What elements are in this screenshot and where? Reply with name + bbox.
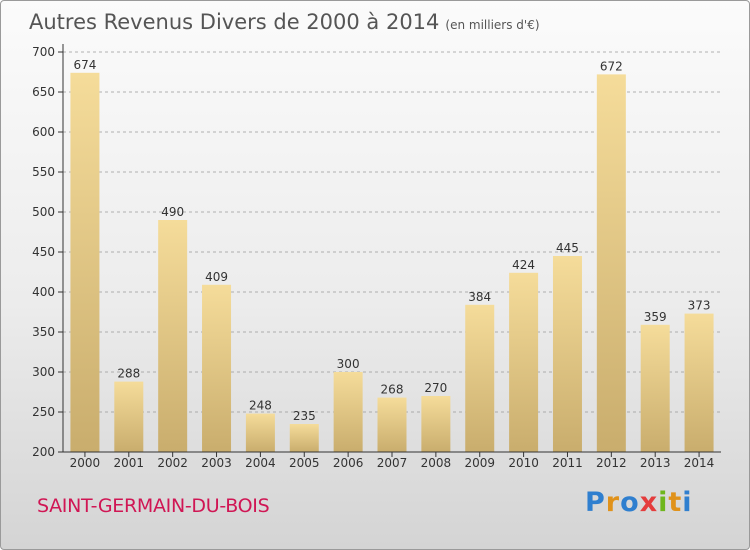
x-tick-label-2011: 2011 [552,456,583,470]
data-label-2004: 248 [249,399,272,413]
data-label-2000: 674 [73,58,96,72]
bar-2008 [421,396,451,452]
proxiti-logo: Proxiti [585,487,693,518]
data-label-2003: 409 [205,270,228,284]
data-label-2001: 288 [117,367,140,381]
data-label-2005: 235 [293,409,316,423]
x-tick-label-2001: 2001 [114,456,145,470]
bar-2001 [114,381,144,452]
x-tick-label-2003: 2003 [201,456,232,470]
data-label-2007: 268 [381,383,404,397]
y-tick-label: 350 [32,325,55,339]
bar-2011 [552,256,582,452]
bar-2003 [202,284,232,452]
commune-name: SAINT-GERMAIN-DU-BOIS [37,495,270,517]
y-tick-label: 650 [32,85,55,99]
data-label-2010: 424 [512,258,535,272]
bar-2010 [509,272,539,452]
y-tick-label: 200 [32,445,55,459]
data-label-2011: 445 [556,241,579,255]
bar-2005 [289,424,319,452]
bar-2012 [596,74,626,453]
x-tick-label-2004: 2004 [245,456,276,470]
bar-2013 [640,324,670,452]
bar-layer [70,72,714,453]
x-tick-label-2009: 2009 [464,456,495,470]
title-unit: (en milliers d'€) [445,18,540,32]
bar-2014 [684,313,714,452]
x-tick-label-2005: 2005 [289,456,320,470]
data-label-2014: 373 [688,299,711,313]
data-label-2012: 672 [600,59,623,73]
x-tick-label-2008: 2008 [421,456,452,470]
bar-2009 [465,304,495,452]
y-tick-label: 600 [32,125,55,139]
bar-2000 [70,72,100,453]
y-tick-label: 450 [32,245,55,259]
bar-2006 [333,372,363,452]
x-tick-label-2012: 2012 [596,456,627,470]
axis-layer: 200 250 300 350 400 450 500 550 600 650 700 2000 200… [32,44,721,470]
x-tick-label-2002: 2002 [157,456,188,470]
y-tick-label: 300 [32,365,55,379]
y-tick-label: 550 [32,165,55,179]
data-label-2009: 384 [468,290,491,304]
title-text: Autres Revenus Divers de 2000 à 2014 [29,10,440,34]
data-label-2008: 270 [424,381,447,395]
label-layer: 674 288 490 409 248 235 300 268 270 384 424 445 672 3… [73,58,710,423]
y-tick-label: 700 [32,45,55,59]
x-tick-label-2000: 2000 [70,456,101,470]
x-tick-label-2006: 2006 [333,456,364,470]
bar-2004 [245,413,275,452]
x-tick-label-2010: 2010 [508,456,539,470]
bar-2007 [377,397,407,452]
bar-2002 [158,220,188,452]
y-tick-label: 250 [32,405,55,419]
x-tick-label-2007: 2007 [377,456,408,470]
x-tick-label-2014: 2014 [684,456,715,470]
x-tick-label-2013: 2013 [640,456,671,470]
data-label-2002: 490 [161,205,184,219]
y-tick-label: 400 [32,285,55,299]
chart-title: Autres Revenus Divers de 2000 à 2014 (en … [29,10,540,34]
y-tick-label: 500 [32,205,55,219]
data-label-2013: 359 [644,310,667,324]
data-label-2006: 300 [337,357,360,371]
